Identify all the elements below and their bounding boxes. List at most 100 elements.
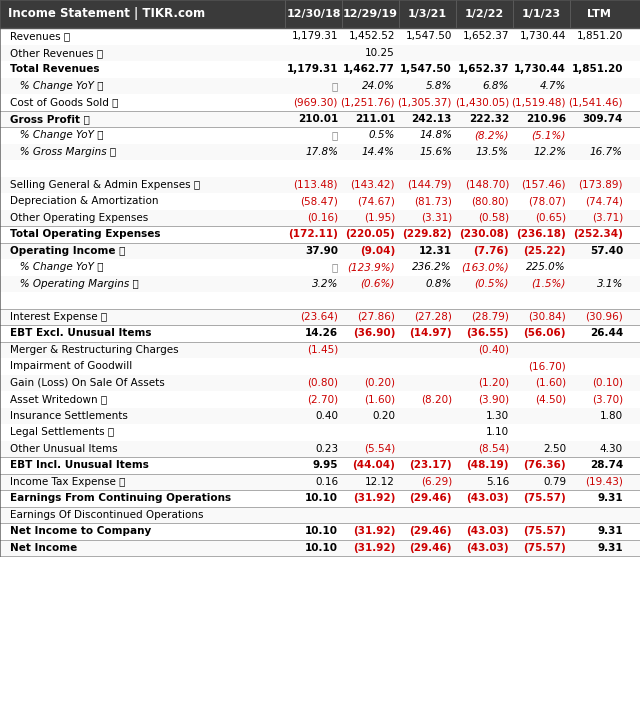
Text: (31.92): (31.92) [353,494,395,503]
Text: 3.2%: 3.2% [312,279,338,289]
FancyBboxPatch shape [0,358,640,375]
Text: Income Tax Expense ⓘ: Income Tax Expense ⓘ [10,477,125,486]
Text: (78.07): (78.07) [528,196,566,206]
Text: Revenues ⓘ: Revenues ⓘ [10,31,70,42]
Text: (0.6%): (0.6%) [360,279,395,289]
Text: (0.65): (0.65) [535,213,566,222]
Text: 28.74: 28.74 [589,460,623,470]
Text: (969.30): (969.30) [294,97,338,107]
Text: (36.55): (36.55) [467,328,509,338]
Text: (0.16): (0.16) [307,213,338,222]
FancyBboxPatch shape [0,408,640,424]
Text: 1/2/22: 1/2/22 [465,9,504,19]
FancyBboxPatch shape [0,275,640,292]
Text: (3.71): (3.71) [592,213,623,222]
FancyBboxPatch shape [0,177,640,193]
Text: 14.4%: 14.4% [362,146,395,157]
Text: 12.2%: 12.2% [533,146,566,157]
Text: % Operating Margins ⓘ: % Operating Margins ⓘ [10,279,139,289]
Text: (0.20): (0.20) [364,378,395,388]
Text: (148.70): (148.70) [465,180,509,190]
Text: 4.7%: 4.7% [540,81,566,91]
Text: (9.04): (9.04) [360,246,395,256]
Text: 1/3/21: 1/3/21 [408,9,447,19]
Text: (0.5%): (0.5%) [475,279,509,289]
Text: (43.03): (43.03) [467,527,509,536]
Text: 3.1%: 3.1% [596,279,623,289]
Text: (16.70): (16.70) [528,361,566,371]
Text: Impairment of Goodwill: Impairment of Goodwill [10,361,132,371]
Text: 12.12: 12.12 [365,477,395,486]
FancyBboxPatch shape [0,193,640,210]
Text: 1.10: 1.10 [486,427,509,437]
Text: (5.1%): (5.1%) [532,130,566,140]
Text: (27.28): (27.28) [414,312,452,322]
Text: Earnings From Continuing Operations: Earnings From Continuing Operations [10,494,231,503]
Text: (29.46): (29.46) [410,494,452,503]
Text: 37.90: 37.90 [305,246,338,256]
Text: Depreciation & Amortization: Depreciation & Amortization [10,196,159,206]
Text: 0.16: 0.16 [315,477,338,486]
Text: 1,452.52: 1,452.52 [349,31,395,42]
Text: (2.70): (2.70) [307,394,338,404]
Text: 9.31: 9.31 [597,494,623,503]
FancyBboxPatch shape [0,77,640,94]
Text: 🔒: 🔒 [332,130,338,140]
Text: 0.40: 0.40 [315,410,338,421]
Text: (6.29): (6.29) [420,477,452,486]
Text: (23.17): (23.17) [410,460,452,470]
Text: (113.48): (113.48) [294,180,338,190]
Text: 1,179.31: 1,179.31 [287,64,338,74]
FancyBboxPatch shape [0,325,640,341]
FancyBboxPatch shape [0,523,640,539]
Text: 1,851.20: 1,851.20 [577,31,623,42]
Text: (76.36): (76.36) [524,460,566,470]
Text: 1/1/23: 1/1/23 [522,9,561,19]
FancyBboxPatch shape [0,44,640,61]
Text: (123.9%): (123.9%) [348,263,395,272]
Text: (80.80): (80.80) [472,196,509,206]
FancyBboxPatch shape [0,127,640,144]
FancyBboxPatch shape [0,424,640,441]
Text: 1,851.20: 1,851.20 [572,64,623,74]
Text: 225.0%: 225.0% [526,263,566,272]
FancyBboxPatch shape [0,474,640,490]
Text: 1,547.50: 1,547.50 [400,64,452,74]
Text: 4.30: 4.30 [600,444,623,454]
Text: Net Income to Company: Net Income to Company [10,527,151,536]
Text: 10.25: 10.25 [365,48,395,58]
Text: (29.46): (29.46) [410,527,452,536]
FancyBboxPatch shape [0,259,640,275]
FancyBboxPatch shape [0,457,640,474]
FancyBboxPatch shape [0,0,640,28]
Text: 1.30: 1.30 [486,410,509,421]
Text: 0.5%: 0.5% [369,130,395,140]
Text: (1.5%): (1.5%) [532,279,566,289]
Text: Selling General & Admin Expenses ⓘ: Selling General & Admin Expenses ⓘ [10,180,200,190]
Text: 0.20: 0.20 [372,410,395,421]
Text: Income Statement | TIKR.com: Income Statement | TIKR.com [8,8,205,20]
Text: (157.46): (157.46) [522,180,566,190]
Text: (3.90): (3.90) [478,394,509,404]
Text: % Change YoY ⓘ: % Change YoY ⓘ [10,130,104,140]
Text: (58.47): (58.47) [300,196,338,206]
Text: 9.31: 9.31 [597,527,623,536]
Text: (8.20): (8.20) [421,394,452,404]
Text: (143.42): (143.42) [351,180,395,190]
Text: (0.40): (0.40) [478,345,509,355]
Text: (5.54): (5.54) [364,444,395,454]
Text: LTM: LTM [587,9,611,19]
Text: Net Income: Net Income [10,543,77,553]
Text: 9.31: 9.31 [597,543,623,553]
Text: Other Operating Expenses: Other Operating Expenses [10,213,148,222]
Text: (3.70): (3.70) [592,394,623,404]
Text: 6.8%: 6.8% [483,81,509,91]
Text: 24.0%: 24.0% [362,81,395,91]
Text: Other Unusual Items: Other Unusual Items [10,444,118,454]
Text: (229.82): (229.82) [403,230,452,239]
Text: 10.10: 10.10 [305,494,338,503]
Text: (44.04): (44.04) [352,460,395,470]
Text: 1,730.44: 1,730.44 [520,31,566,42]
Text: 12/29/19: 12/29/19 [343,9,398,19]
Text: Other Revenues ⓘ: Other Revenues ⓘ [10,48,103,58]
